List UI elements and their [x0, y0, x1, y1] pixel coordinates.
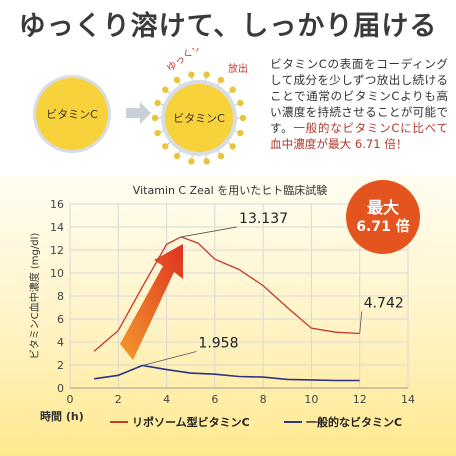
- y-tick-label: 8: [57, 290, 64, 303]
- description-highlight: 一般的なビタミンCに比べて血中濃度が最大 6.71 倍！: [270, 121, 448, 151]
- annotation-leader: [142, 351, 197, 366]
- x-tick-label: 12: [353, 393, 367, 406]
- series-line-2: [93, 364, 360, 382]
- data-label: 13.137: [239, 211, 288, 227]
- particle-dot: [188, 158, 195, 165]
- x-tick-label: 8: [260, 393, 267, 406]
- particle-dot: [229, 143, 236, 150]
- particle-dot: [188, 71, 195, 78]
- x-axis-label: 時間 (h): [40, 409, 84, 423]
- annotation-leader: [180, 226, 238, 238]
- y-tick-label: 6: [57, 313, 64, 326]
- description-text: ビタミンCの表面をコーディングして成分を少しずつ放出し続けることで通常のビタミン…: [270, 57, 448, 135]
- particle-dot: [203, 71, 210, 78]
- data-label: 1.958: [198, 335, 238, 351]
- left-capsule-label: ビタミンC: [46, 108, 98, 121]
- data-label: 4.742: [364, 295, 404, 311]
- max-ratio-badge: 最大 6.71 倍: [346, 180, 420, 254]
- particle-dot: [237, 129, 244, 137]
- y-axis-label: ビタミンC血中濃度 (mg/dl): [28, 233, 41, 360]
- x-tick-label: 10: [304, 393, 318, 406]
- y-tick-label: 4: [57, 336, 64, 349]
- particle-dot: [239, 114, 247, 122]
- x-tick-label: 4: [163, 393, 170, 406]
- y-tick-label: 10: [50, 267, 64, 280]
- particle-dot: [173, 152, 181, 160]
- legend-label-2: 一般的なビタミンC: [306, 415, 402, 429]
- y-tick-label: 0: [57, 382, 64, 395]
- x-tick-label: 0: [67, 393, 74, 406]
- particle-dot: [154, 99, 161, 107]
- release-diagram: ビタミンC ビタミンC ゆっくり 放出: [33, 48, 248, 165]
- process-arrow: [126, 102, 151, 124]
- particle-dot: [237, 99, 244, 107]
- chart-title: Vitamin C Zeal を用いたヒト臨床試験: [133, 183, 327, 197]
- particle-dot: [151, 114, 159, 122]
- y-tick-label: 2: [57, 359, 64, 372]
- right-capsule-label: ビタミンC: [173, 112, 225, 125]
- particle-dot: [217, 76, 225, 84]
- right-capsule: ビタミンC: [151, 71, 247, 165]
- y-tick-label: 16: [50, 198, 64, 211]
- badge-line1: 最大: [366, 198, 399, 217]
- release-tag: 放出: [228, 62, 248, 75]
- description: ビタミンCの表面をコーディングして成分を少しずつ放出し続けることで通常のビタミン…: [270, 56, 448, 152]
- left-capsule: ビタミンC: [33, 75, 111, 153]
- legend-label-1: リポソーム型ビタミンC: [132, 415, 250, 429]
- concentration-chart: Vitamin C Zeal を用いたヒト臨床試験 0 2 4 6 8 10 12 14 16 0 2…: [28, 183, 415, 429]
- particle-dot: [154, 129, 161, 137]
- x-tick-label: 6: [211, 393, 218, 406]
- released-particles: [151, 71, 247, 165]
- slow-tag: ゆっくり: [164, 48, 203, 74]
- headline: ゆっくり溶けて、しっかり届ける: [18, 11, 438, 42]
- particle-dot: [203, 158, 210, 165]
- series-line-1: [93, 236, 360, 352]
- particle-dot: [162, 143, 169, 150]
- emphasis-arrow: [120, 244, 183, 360]
- particle-dot: [217, 152, 225, 160]
- badge-line2: 6.71 倍: [356, 219, 410, 235]
- x-tick-label: 2: [115, 393, 122, 406]
- y-tick-label: 14: [50, 221, 64, 234]
- annotation-leader: [359, 311, 363, 334]
- particle-dot: [229, 86, 236, 93]
- x-tick-label: 14: [401, 393, 415, 406]
- particle-dot: [173, 76, 181, 84]
- y-tick-label: 12: [50, 244, 64, 257]
- particle-dot: [162, 86, 169, 93]
